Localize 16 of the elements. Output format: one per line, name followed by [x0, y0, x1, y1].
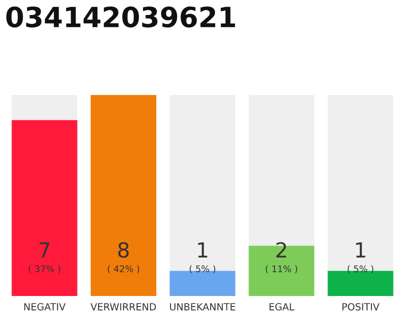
- data-label: 7: [40, 242, 50, 258]
- x-tick-label: UNBEKANNTE: [170, 303, 236, 310]
- x-tick-label: EGAL: [270, 303, 294, 310]
- annotation: ( 42% ): [108, 265, 140, 274]
- annotation: ( 5% ): [190, 265, 216, 274]
- x-tick-label: NEGATIV: [24, 303, 66, 310]
- chart-title: 034142039621: [6, 6, 236, 28]
- data-label: 8: [118, 242, 129, 258]
- annotation: ( 5% ): [348, 265, 374, 274]
- data-label: 1: [198, 242, 208, 258]
- x-tick-label: VERWIRREND: [90, 303, 156, 310]
- data-label: 2: [276, 242, 286, 258]
- annotation: ( 37% ): [28, 265, 60, 274]
- annotation: ( 11% ): [266, 265, 298, 274]
- data-label: 1: [356, 242, 366, 258]
- x-tick-label: POSITIV: [342, 303, 380, 310]
